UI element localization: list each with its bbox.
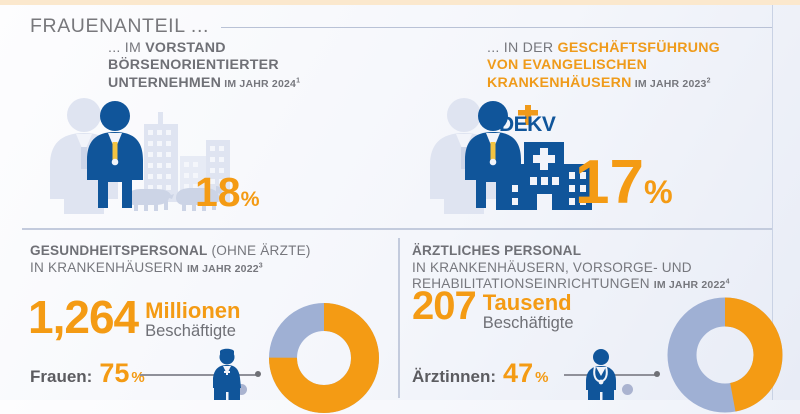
bottom-right-share-value: 47 <box>503 358 534 388</box>
bottom-left-headline: GESUNDHEITSPERSONAL (OHNE ÄRZTE) IN KRAN… <box>30 243 311 276</box>
dekv-logo-text: DEKV <box>499 113 556 136</box>
bottom-left-unit-sub: Beschäftigte <box>145 322 236 341</box>
bottom-left-share-unit: % <box>131 369 145 386</box>
headline-line-1: GESUNDHEITSPERSONAL (OHNE ÄRZTE) <box>30 243 311 258</box>
page-title: FRAUENANTEIL ... <box>30 14 209 37</box>
top-right-value: 17% <box>575 152 673 214</box>
top-left-value-unit: % <box>240 187 260 211</box>
column-divider <box>398 238 400 398</box>
bottom-right-unit: Tausend <box>482 290 572 315</box>
leader-dot <box>654 371 660 377</box>
bottom-left-number: 1,264 <box>28 291 139 343</box>
top-left-value-number: 18 <box>195 169 241 215</box>
headline-line-2: IN KRANKENHÄUSERN IM JAHR 20223 <box>30 259 263 275</box>
top-right-headline: ... IN DER GESCHÄFTSFÜHRUNG VON EVANGELI… <box>487 40 720 92</box>
donut-chart-icon <box>269 303 379 413</box>
businesswoman-icon <box>87 101 143 208</box>
ghost-dot <box>236 384 247 395</box>
page-title-row: FRAUENANTEIL ... <box>30 14 772 38</box>
headline-line-2: IN KRANKENHÄUSERN, VORSORGE- UND <box>412 259 692 275</box>
businesswoman-icon <box>465 101 521 208</box>
headline-line-2: BÖRSENORIENTIERTER <box>108 57 279 74</box>
bottom-left-share-value: 75 <box>99 358 130 388</box>
bottom-right-value: 207 Tausend Beschäftigte <box>412 284 574 333</box>
headline-line-2: VON EVANGELISCHEN <box>487 57 648 74</box>
bottom-right-share-unit: % <box>535 369 549 386</box>
headline-line-3: REHABILITATIONSEINRICHTUNGEN IM JAHR 202… <box>412 276 730 292</box>
top-accent-strip <box>0 0 800 5</box>
bottom-right-number: 207 <box>412 284 477 328</box>
top-right-value-unit: % <box>643 174 673 210</box>
donut-chart-icon <box>667 297 783 413</box>
bottom-left-value: 1,264 Millionen Beschäftigte <box>28 291 241 343</box>
leader-dot <box>255 371 261 377</box>
section-divider <box>22 228 772 230</box>
headline-line-3: KRANKENHÄUSERN IM JAHR 20232 <box>487 74 711 91</box>
bottom-left-share-label: Frauen: <box>30 367 93 386</box>
nurse-icon <box>213 348 241 400</box>
headline-line-3: UNTERNEHMEN IM JAHR 20241 <box>108 74 301 91</box>
bottom-left-unit: Millionen <box>145 298 241 323</box>
title-rule <box>221 26 772 29</box>
right-border <box>772 5 773 400</box>
bottom-right-headline: ÄRZTLICHES PERSONAL IN KRANKENHÄUSERN, V… <box>412 243 730 293</box>
bottom-left-share: Frauen: 75 % <box>30 360 145 387</box>
ghost-dot <box>622 384 633 395</box>
doctor-icon <box>586 349 616 400</box>
top-right-value-number: 17 <box>575 148 644 217</box>
leader-line <box>140 374 258 376</box>
headline-line-1: ... IM VORSTAND <box>108 40 226 56</box>
bear-icon <box>176 186 222 211</box>
top-left-value: 18% <box>195 172 260 213</box>
top-left-headline: ... IM VORSTAND BÖRSENORIENTIERTER UNTER… <box>108 40 300 92</box>
headline-line-1: ... IN DER GESCHÄFTSFÜHRUNG <box>487 40 720 56</box>
bottom-right-share: Ärztinnen: 47 % <box>412 360 548 387</box>
dekv-logo-icon: DEKV <box>499 105 556 136</box>
headline-line-1: ÄRZTLICHES PERSONAL <box>412 243 582 258</box>
bottom-right-unit-sub: Beschäftigte <box>482 314 574 333</box>
bottom-right-share-label: Ärztinnen: <box>412 367 497 386</box>
